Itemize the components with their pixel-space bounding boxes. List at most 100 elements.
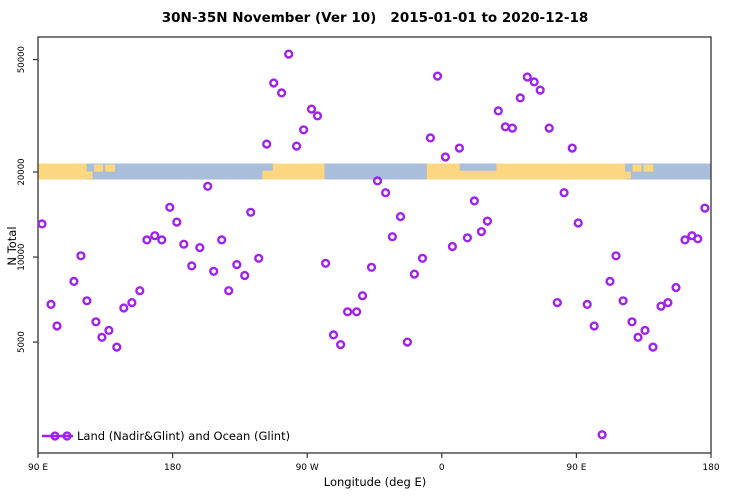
data-point: [409, 269, 420, 279]
data-point: [312, 111, 323, 121]
map-strip-land: [38, 163, 87, 180]
legend-point: [50, 431, 60, 441]
data-point: [633, 332, 643, 342]
data-point: [352, 307, 362, 317]
data-point: [656, 301, 666, 311]
data-point: [552, 298, 562, 308]
data-point: [627, 317, 637, 327]
map-strip-island: [86, 171, 93, 179]
data-point: [447, 241, 458, 252]
data-point: [589, 321, 599, 331]
data-point: [142, 235, 152, 245]
x-tick-label: 180: [164, 463, 181, 473]
x-tick-label: 180: [702, 463, 719, 473]
data-point: [52, 321, 62, 331]
data-point: [112, 342, 122, 352]
data-point: [179, 239, 189, 249]
y-tick-label: 5000: [17, 331, 27, 353]
data-point: [306, 104, 317, 114]
x-tick-label: 90 W: [296, 463, 319, 473]
chart-title: 30N-35N November (Ver 10) 2015-01-01 to …: [161, 10, 589, 26]
data-point: [328, 330, 339, 340]
data-point: [269, 78, 279, 88]
data-point: [366, 262, 377, 272]
data-point: [277, 88, 287, 98]
data-point: [432, 71, 443, 81]
data-point: [91, 317, 101, 327]
data-point: [69, 276, 79, 287]
data-point: [127, 298, 137, 308]
data-point: [693, 234, 703, 244]
x-tick-label: 90 E: [566, 463, 586, 473]
data-point: [187, 261, 197, 271]
map-strip-island: [105, 164, 116, 172]
data-point: [119, 303, 129, 313]
data-point: [224, 286, 234, 296]
x-axis-label: Longitude (deg E): [323, 475, 427, 489]
data-point: [567, 143, 577, 153]
data-point: [417, 253, 428, 263]
data-point: [454, 143, 465, 153]
data-point: [582, 299, 592, 310]
data-point: [246, 207, 256, 217]
map-strip-island: [632, 164, 642, 172]
data-point: [372, 176, 383, 186]
data-point: [597, 430, 607, 440]
data-point: [343, 307, 353, 317]
data-point: [522, 72, 532, 82]
legend-point: [62, 431, 72, 441]
data-point: [336, 340, 346, 350]
data-point: [97, 332, 107, 342]
map-strip-land: [426, 163, 626, 180]
map-strip-island: [643, 164, 654, 172]
data-point: [462, 233, 473, 243]
y-tick-label: 10000: [17, 244, 27, 271]
data-point: [648, 342, 658, 352]
data-point: [232, 260, 242, 270]
data-point: [262, 139, 272, 149]
data-point: [240, 270, 250, 281]
y-tick-label: 20000: [17, 158, 27, 185]
data-point: [150, 231, 160, 241]
data-point: [507, 123, 518, 133]
data-point: [611, 251, 621, 261]
data-point: [381, 188, 391, 198]
data-point: [402, 337, 413, 347]
data-point: [425, 133, 436, 143]
data-point: [573, 218, 583, 228]
map-strip-sea-notch: [459, 163, 497, 171]
data-point: [680, 235, 690, 245]
data-point: [292, 141, 302, 151]
data-point: [671, 282, 681, 293]
data-point: [476, 227, 487, 237]
map-strip-island: [94, 164, 104, 172]
x-tick-label: 90 E: [28, 463, 48, 473]
data-point: [135, 286, 145, 296]
data-point: [165, 202, 175, 212]
data-point: [559, 188, 569, 198]
data-point: [209, 266, 219, 276]
data-point: [104, 325, 114, 336]
data-point: [195, 243, 205, 253]
data-point: [299, 125, 309, 135]
data-point: [640, 325, 650, 336]
data-point: [203, 181, 213, 191]
data-point: [469, 196, 480, 206]
data-point: [700, 203, 710, 213]
y-tick-label: 50000: [17, 46, 27, 73]
data-point: [321, 258, 331, 268]
data-point: [172, 217, 182, 227]
data-point: [395, 212, 406, 222]
data-point: [254, 253, 264, 263]
data-point: [663, 298, 673, 308]
data-point: [535, 85, 545, 95]
map-strip-island: [625, 171, 631, 179]
data-point: [440, 152, 451, 162]
x-tick-label: 0: [439, 463, 445, 473]
data-point: [157, 235, 167, 245]
data-point: [618, 296, 628, 306]
data-point: [387, 232, 398, 242]
data-point: [357, 291, 368, 301]
